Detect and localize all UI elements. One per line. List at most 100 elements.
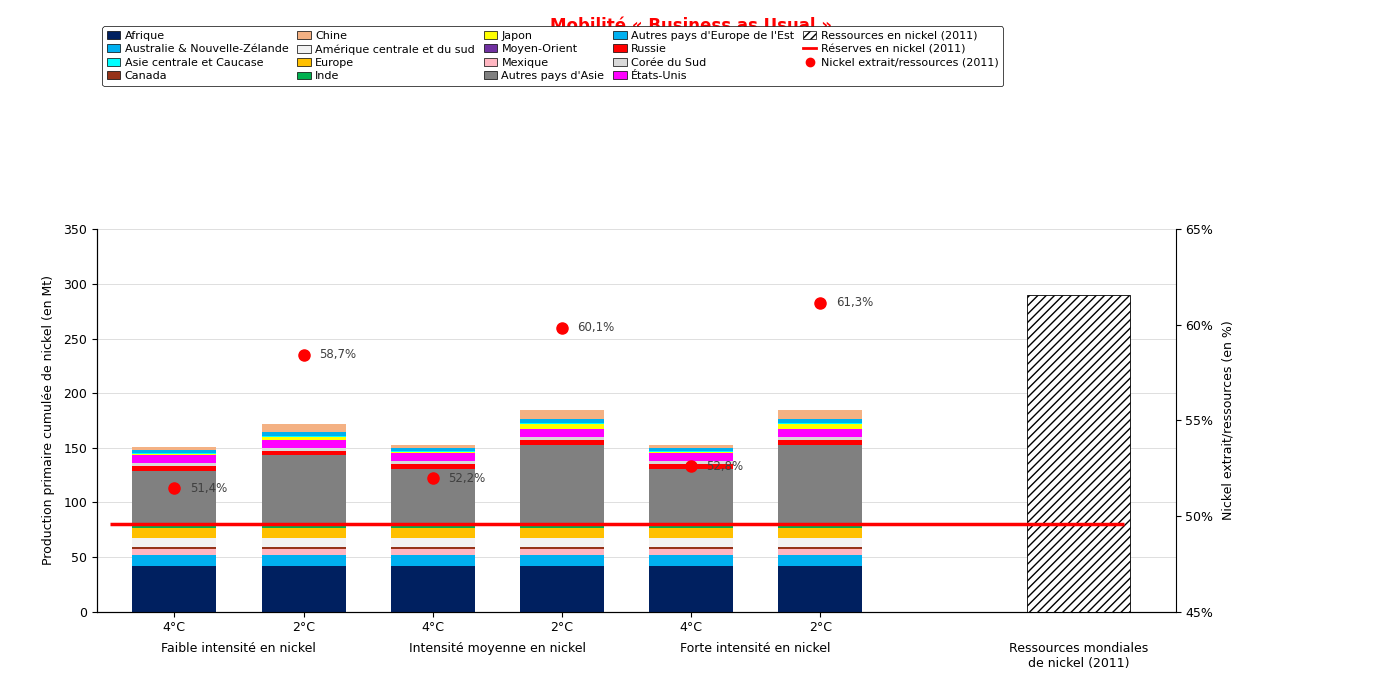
Bar xyxy=(520,419,604,423)
Text: Faible intensité en nickel: Faible intensité en nickel xyxy=(162,642,317,655)
Bar xyxy=(520,437,604,440)
Text: 61,3%: 61,3% xyxy=(835,296,873,309)
Bar xyxy=(391,451,474,452)
Bar xyxy=(649,452,733,453)
Bar xyxy=(261,437,346,440)
Bar xyxy=(520,409,604,419)
Bar xyxy=(391,547,474,549)
Bar xyxy=(133,539,216,547)
Bar xyxy=(649,549,733,555)
Bar xyxy=(133,555,216,566)
Bar xyxy=(520,555,604,566)
Bar xyxy=(520,549,604,555)
Bar xyxy=(133,525,216,528)
Bar xyxy=(391,523,474,525)
Bar xyxy=(779,549,862,555)
Bar xyxy=(133,447,216,450)
Bar xyxy=(261,451,346,455)
Bar xyxy=(779,555,862,566)
Bar xyxy=(779,419,862,423)
Bar xyxy=(520,566,604,612)
Text: 60,1%: 60,1% xyxy=(577,321,614,334)
Y-axis label: Production primaire cumulée de nickel (en Mt): Production primaire cumulée de nickel (e… xyxy=(41,275,55,566)
Bar xyxy=(649,525,733,528)
Text: Mobilité « Business as Usual »: Mobilité « Business as Usual » xyxy=(550,17,833,35)
Bar xyxy=(133,450,216,453)
Bar xyxy=(261,528,346,539)
Bar xyxy=(133,523,216,525)
Text: 52,8%: 52,8% xyxy=(707,460,744,473)
Bar xyxy=(261,455,346,523)
Bar xyxy=(520,430,604,437)
Bar xyxy=(779,430,862,437)
Bar xyxy=(391,445,474,448)
Bar xyxy=(779,440,862,445)
Bar xyxy=(391,566,474,612)
Bar xyxy=(520,525,604,528)
Bar xyxy=(779,445,862,523)
Bar xyxy=(779,409,862,419)
Bar xyxy=(261,440,346,448)
Bar xyxy=(649,547,733,549)
Bar xyxy=(649,451,733,452)
Bar xyxy=(649,555,733,566)
Bar xyxy=(779,539,862,547)
Legend: Afrique, Australie & Nouvelle-Zélande, Asie centrale et Caucase, Canada, Chine, : Afrique, Australie & Nouvelle-Zélande, A… xyxy=(102,26,1003,85)
Bar xyxy=(391,468,474,523)
Bar xyxy=(391,464,474,468)
Text: Ressources mondiales
de nickel (2011): Ressources mondiales de nickel (2011) xyxy=(1010,642,1148,670)
Bar xyxy=(779,525,862,528)
Bar xyxy=(779,547,862,549)
Bar xyxy=(1028,295,1130,612)
Bar xyxy=(133,453,216,455)
Bar xyxy=(261,448,346,451)
Bar xyxy=(133,466,216,471)
Bar xyxy=(649,539,733,547)
Bar xyxy=(391,528,474,539)
Bar xyxy=(779,528,862,539)
Bar xyxy=(649,445,733,448)
Bar xyxy=(520,523,604,525)
Bar xyxy=(261,523,346,525)
Bar xyxy=(391,448,474,451)
Bar xyxy=(520,440,604,445)
Bar xyxy=(779,423,862,424)
Bar xyxy=(133,547,216,549)
Bar xyxy=(649,523,733,525)
Bar xyxy=(133,528,216,539)
Bar xyxy=(649,448,733,451)
Bar xyxy=(261,549,346,555)
Bar xyxy=(133,455,216,463)
Bar xyxy=(391,555,474,566)
Bar xyxy=(391,525,474,528)
Bar xyxy=(133,471,216,523)
Bar xyxy=(520,547,604,549)
Bar xyxy=(391,453,474,461)
Bar xyxy=(779,437,862,440)
Bar xyxy=(261,436,346,437)
Bar xyxy=(779,424,862,430)
Y-axis label: Nickel extrait/ressources (en %): Nickel extrait/ressources (en %) xyxy=(1221,320,1235,521)
Text: 51,4%: 51,4% xyxy=(189,482,227,495)
Bar xyxy=(133,549,216,555)
Bar xyxy=(391,549,474,555)
Bar xyxy=(779,566,862,612)
Bar xyxy=(261,525,346,528)
Bar xyxy=(520,539,604,547)
Bar xyxy=(520,424,604,430)
Bar xyxy=(649,528,733,539)
Bar xyxy=(261,424,346,432)
Text: Intensité moyenne en nickel: Intensité moyenne en nickel xyxy=(409,642,586,655)
Text: Forte intensité en nickel: Forte intensité en nickel xyxy=(680,642,831,655)
Bar xyxy=(649,461,733,464)
Text: 58,7%: 58,7% xyxy=(319,348,357,361)
Bar xyxy=(391,452,474,453)
Bar xyxy=(649,453,733,461)
Bar xyxy=(520,423,604,424)
Bar xyxy=(391,539,474,547)
Bar xyxy=(649,468,733,523)
Bar xyxy=(261,547,346,549)
Bar xyxy=(261,566,346,612)
Bar xyxy=(391,461,474,464)
Bar xyxy=(133,566,216,612)
